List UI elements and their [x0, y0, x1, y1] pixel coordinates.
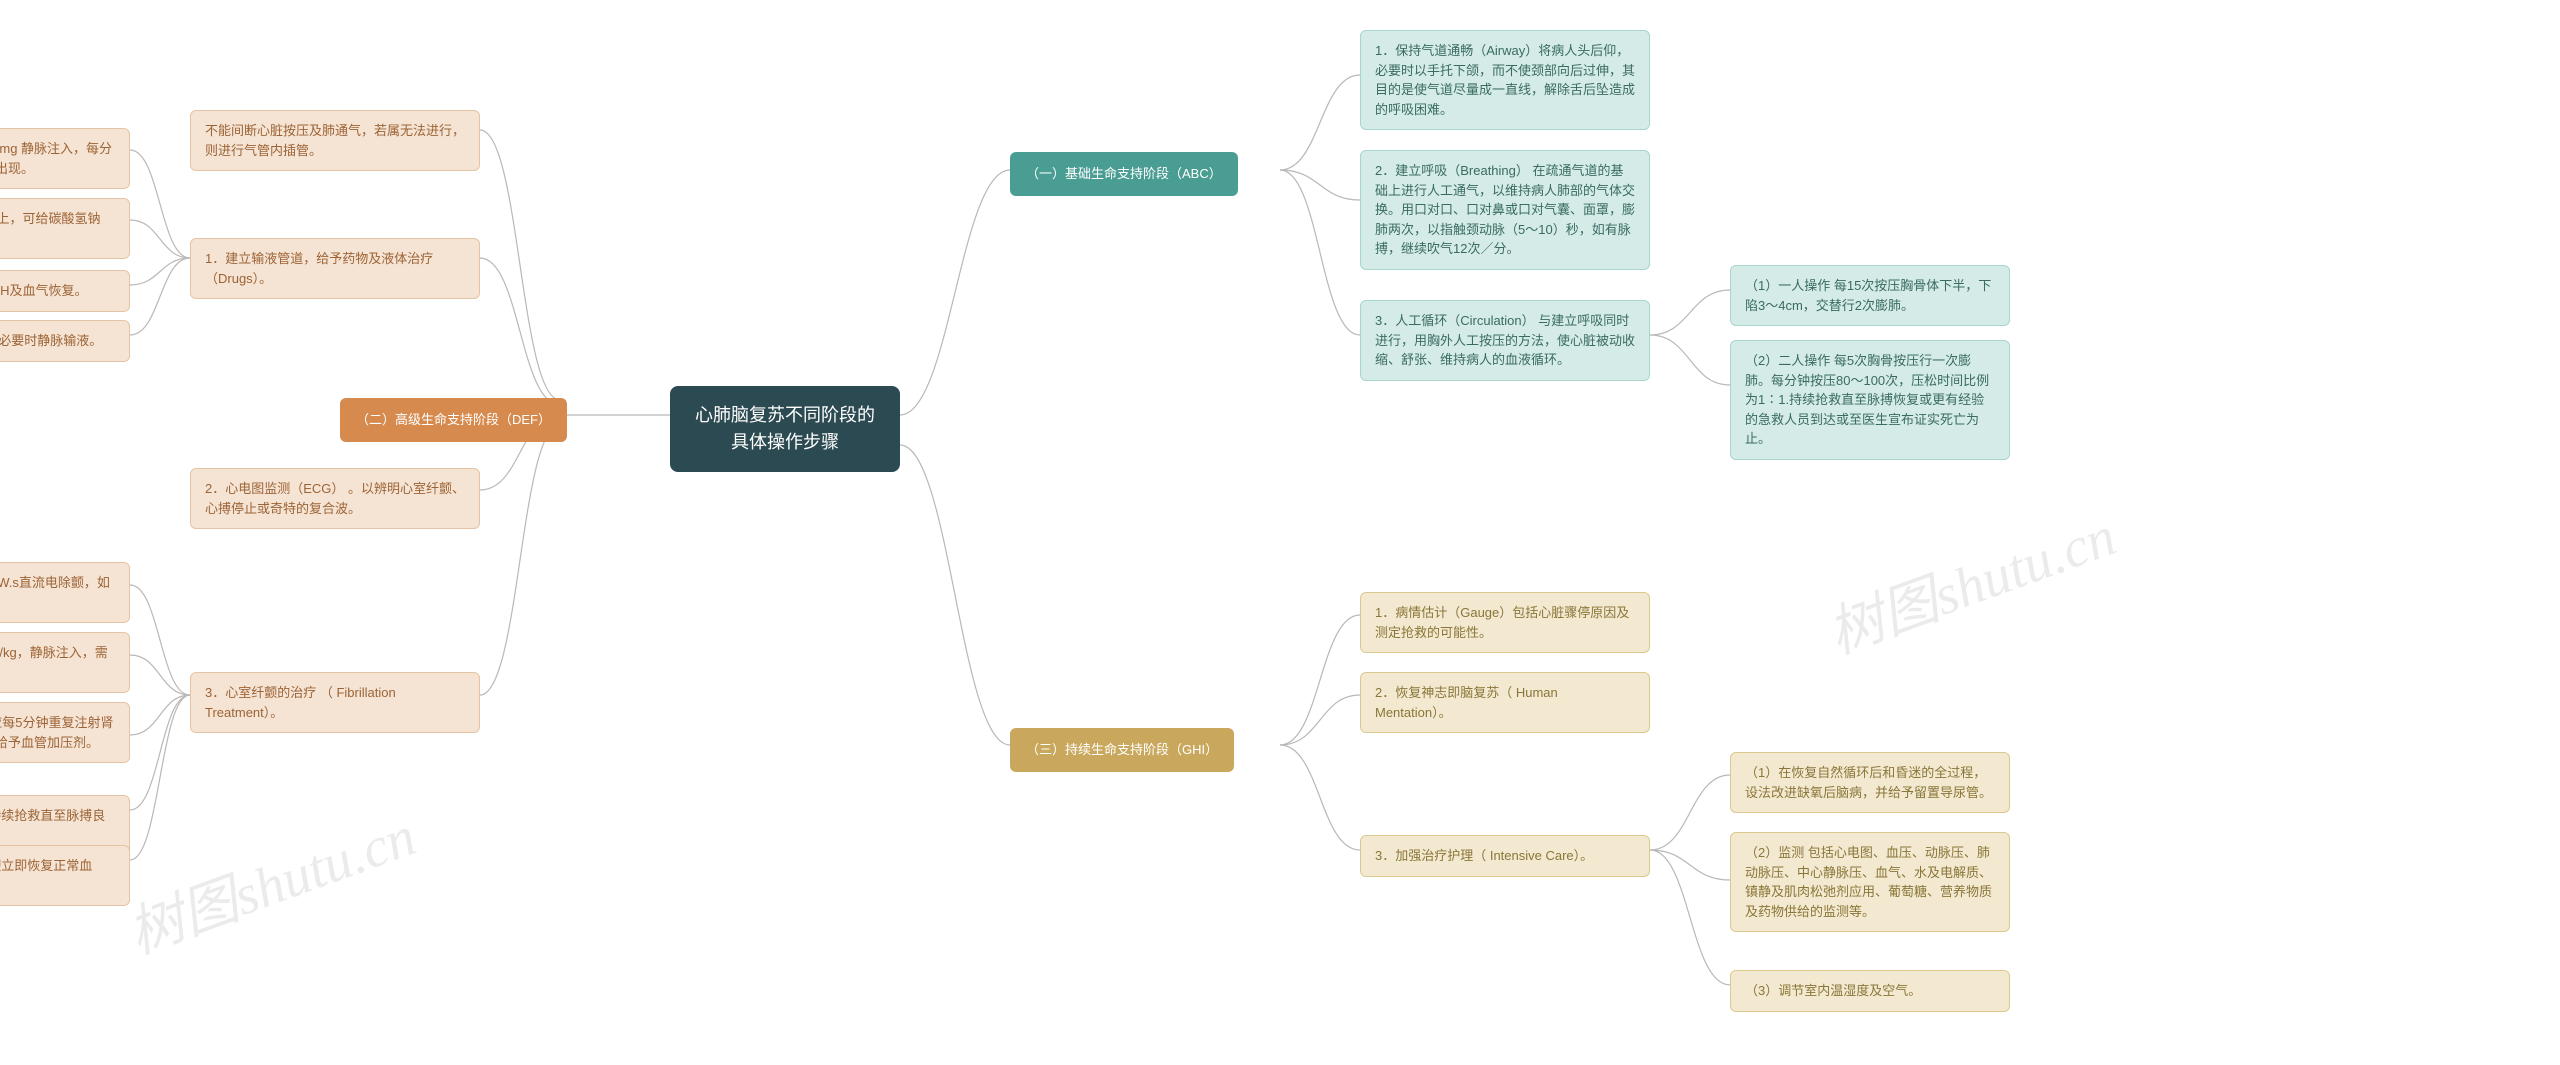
- ghi-item-2: 2．恢复神志即脑复苏（ Human Mentation）。: [1360, 672, 1650, 733]
- branch-abc: （一）基础生命支持阶段（ABC）: [1010, 152, 1238, 196]
- def-1-leaf-4: （4）必要时静脉输液。: [0, 320, 130, 362]
- def-item-3: 3．心室纤颤的治疗 （ Fibrillation Treatment）。: [190, 672, 480, 733]
- def-intro: 不能间断心脏按压及肺通气，若属无法进行，则进行气管内插管。: [190, 110, 480, 171]
- ghi-item-1: 1．病情估计（Gauge）包括心脏骤停原因及测定抢救的可能性。: [1360, 592, 1650, 653]
- abc-item-3: 3．人工循环（Circulation） 与建立呼吸同时进行，用胸外人工按压的方法…: [1360, 300, 1650, 381]
- def-1-leaf-2: （2）若停搏达5分钟以上，可给碳酸氢钠1mEq/kg静脉注入。: [0, 198, 130, 259]
- abc-item-2: 2．建立呼吸（Breathing） 在疏通气道的基础上进行人工通气，以维持病人肺…: [1360, 150, 1650, 270]
- branch-def: （二）高级生命支持阶段（DEF）: [340, 398, 567, 442]
- def-3-leaf-5: （5）使立即恢复正常血压。: [0, 845, 130, 906]
- def-1-leaf-3: （3）监测并使动脉血 pH及血气恢复。: [0, 270, 130, 312]
- watermark-right: 树图shutu.cn: [1815, 491, 2125, 670]
- def-3-leaf-2: （2）利多卡因1～2 mg/kg，静脉注入，需要时可 持续点滴。: [0, 632, 130, 693]
- def-3-leaf-1: （1）立即用200～300 W.s直流电除颤，如需要时重复进行。: [0, 562, 130, 623]
- abc-item-3-leaf-2: （2）二人操作 每5次胸骨按压行一次膨肺。每分钟按压80～100次，压松时间比例…: [1730, 340, 2010, 460]
- ghi-item-3: 3．加强治疗护理（ Intensive Care）。: [1360, 835, 1650, 877]
- watermark-left: 树图shutu.cn: [115, 791, 425, 970]
- abc-item-1: 1．保持气道通畅（Airway）将病人头后仰，必要时以手托下颌，而不使颈部向后过…: [1360, 30, 1650, 130]
- def-item-2: 2．心电图监测（ECG） 。以辨明心室纤颤、心搏停止或奇特的复合波。: [190, 468, 480, 529]
- abc-item-3-leaf-1: （1）一人操作 每15次按压胸骨体下半，下陷3～4cm，交替行2次膨肺。: [1730, 265, 2010, 326]
- root-node: 心肺脑复苏不同阶段的具体操作步骤: [670, 386, 900, 472]
- ghi-3-leaf-3: （3）调节室内温湿度及空气。: [1730, 970, 2010, 1012]
- def-3-leaf-3: （3）如无心脏搏动，应每5分钟重复注射肾上腺素一次，如需要可给予血管加压剂。: [0, 702, 130, 763]
- branch-ghi: （三）持续生命支持阶段（GHI）: [1010, 728, 1234, 772]
- ghi-3-leaf-2: （2）监测 包括心电图、血压、动脉压、肺动脉压、中心静脉压、血气、水及电解质、镇…: [1730, 832, 2010, 932]
- ghi-3-leaf-1: （1）在恢复自然循环后和昏迷的全过程，设法改进缺氧后脑病，并给予留置导尿管。: [1730, 752, 2010, 813]
- def-1-leaf-1: （1）肾上腺素0.5～1.0mg 静脉注入，每分钟一次，直至自然脉搏出现。: [0, 128, 130, 189]
- def-item-1: 1．建立输液管道，给予药物及液体治疗（Drugs）。: [190, 238, 480, 299]
